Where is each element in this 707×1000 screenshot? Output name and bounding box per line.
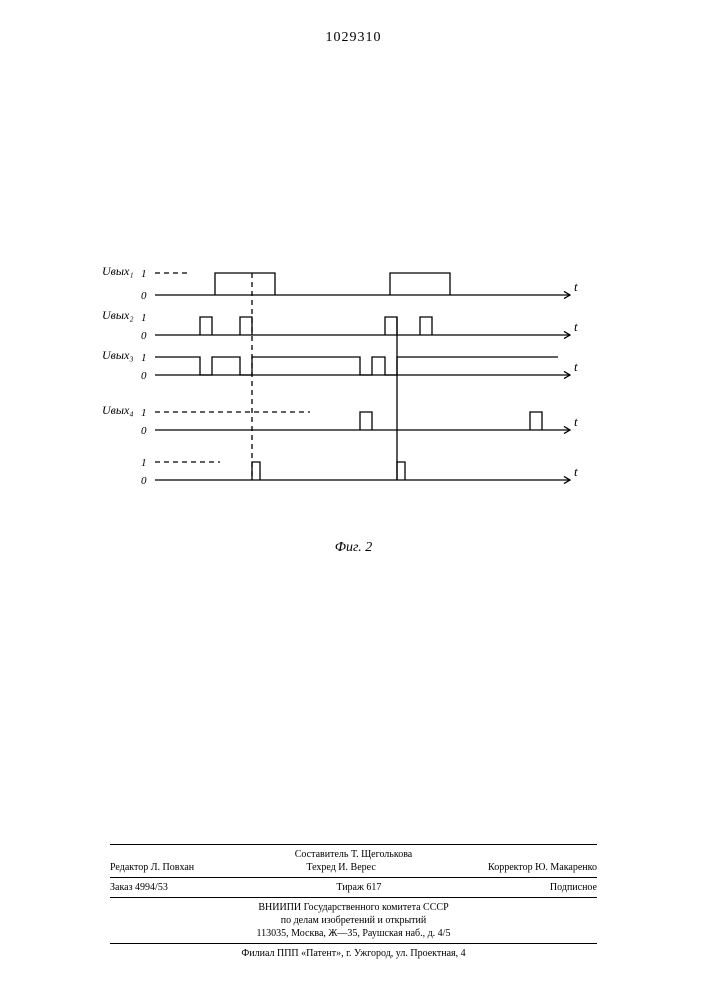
page-number: 1029310 <box>0 30 707 46</box>
techred-text: Техред И. Верес <box>306 861 375 874</box>
svg-text:t: t <box>574 414 578 429</box>
footer-block: Составитель Т. Щеголькова Редактор Л. По… <box>0 841 707 960</box>
svg-text:0: 0 <box>141 370 147 382</box>
svg-text:1: 1 <box>141 268 147 280</box>
svg-text:Uвых₃: Uвых₃ <box>102 348 134 362</box>
svg-text:Uвых₂: Uвых₂ <box>102 308 134 322</box>
svg-text:t: t <box>574 279 578 294</box>
svg-text:t: t <box>574 359 578 374</box>
svg-text:Uвых₄: Uвых₄ <box>102 403 134 417</box>
figure-caption: Фиг. 2 <box>0 540 707 556</box>
podpisnoe-text: Подписное <box>550 881 597 894</box>
svg-text:t: t <box>574 464 578 479</box>
svg-text:Uвых₁: Uвых₁ <box>102 264 134 278</box>
svg-text:0: 0 <box>141 290 147 302</box>
addr-text: 113035, Москва, Ж—35, Раушская наб., д. … <box>0 927 707 940</box>
svg-text:0: 0 <box>141 475 147 487</box>
compiler-text: Составитель Т. Щеголькова <box>295 848 413 861</box>
page: 1029310 Uвых₁ 1 0 t Uвых₂ 1 0 t Uвых₃ 1 0 t Uвых₄ 1 0 t… <box>0 0 707 1000</box>
order-text: Заказ 4994/53 <box>110 881 168 894</box>
org1-text: ВНИИПИ Государственного комитета СССР <box>0 901 707 914</box>
org2-text: по делам изобретений и открытий <box>0 914 707 927</box>
svg-text:1: 1 <box>141 407 147 419</box>
svg-text:0: 0 <box>141 330 147 342</box>
svg-text:1: 1 <box>141 352 147 364</box>
timing-diagram: Uвых₁ 1 0 t Uвых₂ 1 0 t Uвых₃ 1 0 t Uвых₄ 1 0 t 1 0 t <box>100 260 590 530</box>
corrector-text: Корректор Ю. Макаренко <box>488 861 597 874</box>
svg-text:0: 0 <box>141 425 147 437</box>
editor-text: Редактор Л. Повхан <box>110 861 194 874</box>
svg-text:1: 1 <box>141 457 147 469</box>
tirazh-text: Тираж 617 <box>336 881 381 894</box>
filial-text: Филиал ППП «Патент», г. Ужгород, ул. Про… <box>0 947 707 960</box>
svg-text:t: t <box>574 319 578 334</box>
svg-text:1: 1 <box>141 312 147 324</box>
